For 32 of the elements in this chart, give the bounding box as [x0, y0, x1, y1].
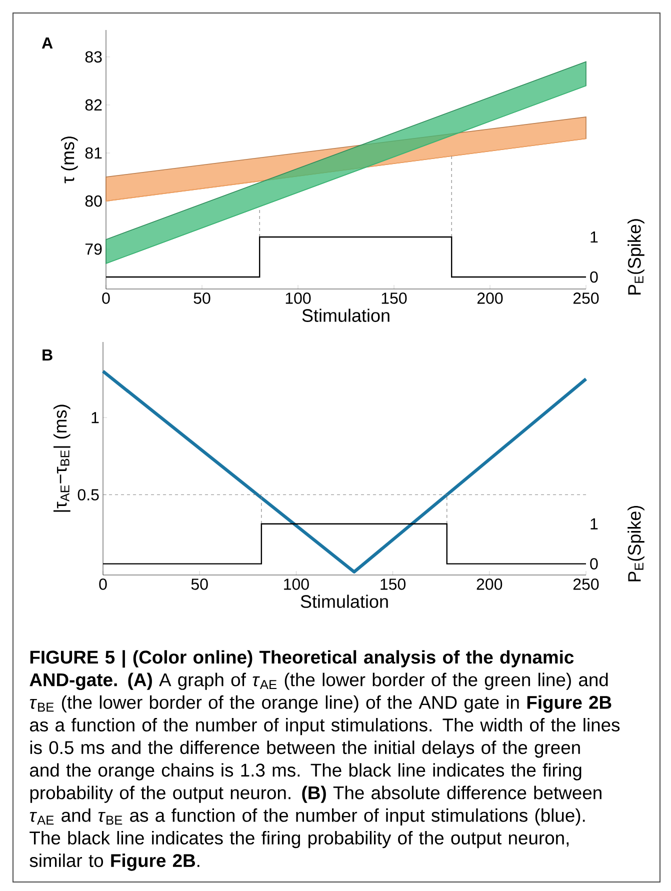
y-axis-title: τ (ms): [61, 136, 78, 184]
x-tick-label: 250: [573, 292, 599, 304]
x-tick-label: 100: [284, 578, 309, 590]
x-tick-label: 50: [194, 292, 210, 304]
y-tick-label: 80: [85, 195, 102, 207]
x-tick-label: 200: [477, 292, 503, 304]
chart-title: A: [42, 37, 53, 48]
x-tick-label: 0: [102, 292, 110, 304]
chart-title: B: [42, 349, 52, 360]
x-axis-title: Stimulation: [302, 308, 390, 322]
x-tick-label: 200: [476, 578, 502, 590]
y2-tick-label: 0: [590, 271, 598, 283]
x-tick-label: 150: [380, 578, 406, 590]
x-tick-label: 100: [286, 292, 311, 304]
y2-tick-label: 1: [590, 232, 598, 243]
x-tick-label: 50: [191, 578, 208, 590]
y-tick-label: 83: [85, 51, 102, 63]
y-tick-label: 82: [85, 99, 102, 111]
y-axis-title: |τ$_{AE}$−τ$_{BE}$| (ms): [53, 404, 70, 512]
y2-tick-label: 1: [590, 518, 598, 530]
y-tick-label: 0.5: [78, 489, 99, 500]
y2-tick-label: 0: [590, 558, 598, 570]
x-tick-label: 0: [99, 578, 107, 590]
y-tick-label: 81: [85, 147, 102, 159]
y2-axis-title: P$_{E}$(Spike): [628, 506, 644, 582]
y-tick-label: 79: [85, 243, 102, 255]
x-tick-label: 150: [382, 292, 407, 304]
x-axis-title: Stimulation: [300, 594, 388, 608]
x-tick-label: 250: [573, 578, 599, 590]
text: FIGURE 5 | (Color online) Theoretical analysis of the dynamic AND-gate. (A) A graph of τ$_{AE}$ (the lower border of the green line) and τ$_{BE}$ (the lower border of the orange line) of the AND gate in Figure 2B as a function of the number of input stimulations. The width of the lines is 0.5 ms and the difference between the initial delays of the green and the orange chains is 1.3 ms. The black line indicates the firing probability of the output neuron. (B) The absolute difference between τ$_{AE}$ and τ$_{BE}$ as a function of the number of input stimulations (blue). The black line indicates the firing probability of the output neuron, similar to Figure 2B.: [30, 650, 620, 871]
y2-axis-title: P$_{E}$(Spike): [628, 219, 644, 294]
y-tick-label: 1: [92, 412, 99, 424]
